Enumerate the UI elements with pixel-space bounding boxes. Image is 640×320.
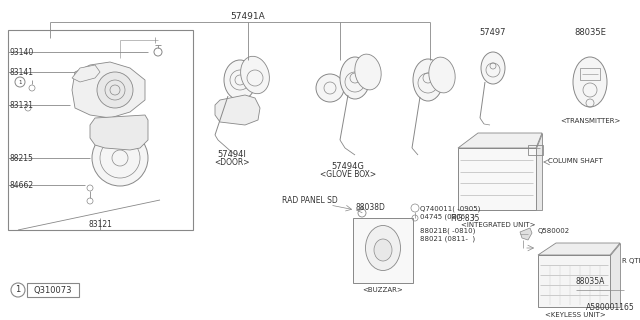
Text: 57491A: 57491A bbox=[230, 12, 266, 21]
Ellipse shape bbox=[355, 54, 381, 90]
Text: 57497: 57497 bbox=[480, 28, 506, 37]
Text: Q580002: Q580002 bbox=[538, 228, 570, 234]
Text: FIG.835: FIG.835 bbox=[450, 214, 479, 223]
Text: 88021 (0811-  ): 88021 (0811- ) bbox=[420, 236, 475, 243]
Text: <INTEGRATED UNIT>: <INTEGRATED UNIT> bbox=[461, 222, 535, 228]
Ellipse shape bbox=[413, 59, 443, 101]
Polygon shape bbox=[610, 243, 620, 307]
Bar bbox=[458, 148, 536, 210]
Text: <BUZZAR>: <BUZZAR> bbox=[363, 287, 403, 293]
Text: 57494I: 57494I bbox=[218, 150, 246, 159]
Text: Q740011( -0905): Q740011( -0905) bbox=[420, 205, 481, 212]
Bar bbox=[353, 218, 413, 283]
Polygon shape bbox=[536, 133, 542, 210]
Circle shape bbox=[92, 130, 148, 186]
Ellipse shape bbox=[573, 57, 607, 107]
Ellipse shape bbox=[429, 57, 455, 93]
Text: Q310073: Q310073 bbox=[34, 285, 72, 294]
Ellipse shape bbox=[365, 226, 401, 270]
Text: 04745 (0806-  ): 04745 (0806- ) bbox=[420, 213, 475, 220]
Circle shape bbox=[316, 74, 344, 102]
Text: 83131: 83131 bbox=[10, 101, 34, 110]
Text: 88038D: 88038D bbox=[355, 203, 385, 212]
Bar bbox=[538, 255, 610, 307]
Bar bbox=[8, 30, 193, 230]
Ellipse shape bbox=[481, 52, 505, 84]
Text: 93140: 93140 bbox=[10, 48, 35, 57]
Polygon shape bbox=[72, 65, 100, 82]
Text: A580001165: A580001165 bbox=[586, 303, 635, 312]
Text: 88021B( -0810): 88021B( -0810) bbox=[420, 228, 476, 235]
Bar bbox=[580, 68, 600, 80]
Polygon shape bbox=[215, 95, 260, 125]
Text: <GLOVE BOX>: <GLOVE BOX> bbox=[320, 170, 376, 179]
Text: 84662: 84662 bbox=[10, 181, 34, 190]
Text: <TRANSMITTER>: <TRANSMITTER> bbox=[560, 118, 620, 124]
Text: 88215: 88215 bbox=[10, 154, 34, 163]
Polygon shape bbox=[90, 115, 148, 150]
Text: R QTR PANEL: R QTR PANEL bbox=[622, 258, 640, 264]
Text: 83121: 83121 bbox=[88, 220, 112, 229]
Bar bbox=[27, 283, 79, 297]
Polygon shape bbox=[72, 62, 145, 118]
Polygon shape bbox=[538, 243, 620, 255]
Text: RAD PANEL SD: RAD PANEL SD bbox=[282, 196, 338, 205]
Ellipse shape bbox=[224, 60, 256, 100]
Text: 1: 1 bbox=[15, 285, 20, 294]
Ellipse shape bbox=[340, 57, 370, 99]
Text: 57494G: 57494G bbox=[332, 162, 364, 171]
Bar bbox=[528, 145, 543, 155]
Text: 83141: 83141 bbox=[10, 68, 34, 77]
Ellipse shape bbox=[374, 239, 392, 261]
Text: 88035E: 88035E bbox=[574, 28, 606, 37]
Circle shape bbox=[97, 72, 133, 108]
Text: 88035A: 88035A bbox=[576, 277, 605, 286]
Polygon shape bbox=[520, 228, 532, 240]
Text: <DOOR>: <DOOR> bbox=[214, 158, 250, 167]
Text: COLUMN SHAFT: COLUMN SHAFT bbox=[548, 158, 603, 164]
Text: <KEYLESS UNIT>: <KEYLESS UNIT> bbox=[545, 312, 605, 318]
Text: 1: 1 bbox=[19, 79, 22, 84]
Ellipse shape bbox=[241, 56, 269, 94]
Polygon shape bbox=[458, 133, 542, 148]
